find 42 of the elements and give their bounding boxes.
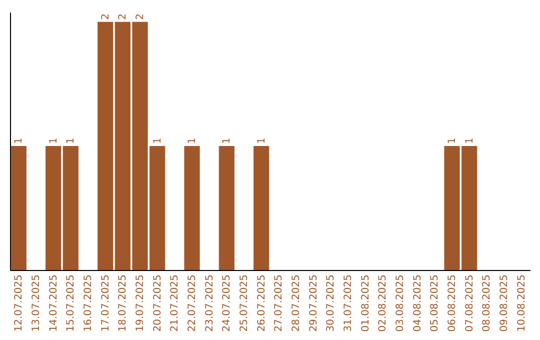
data-label: 1 xyxy=(152,138,164,144)
x-tick-label: 08.08.2025 xyxy=(482,274,493,332)
x-tick-label: 15.07.2025 xyxy=(66,274,77,332)
x-tick-label: 28.07.2025 xyxy=(291,274,302,332)
x-tick-label: 05.08.2025 xyxy=(430,274,441,332)
x-tick-label: 31.07.2025 xyxy=(343,274,354,332)
x-tick-label: 10.08.2025 xyxy=(516,274,528,332)
x-tick-label: 25.07.2025 xyxy=(239,274,250,332)
x-tick-label: 22.07.2025 xyxy=(187,274,198,332)
x-tick-label: 03.08.2025 xyxy=(395,274,406,332)
data-label: 1 xyxy=(256,138,268,144)
data-label: 1 xyxy=(14,138,25,144)
data-label: 1 xyxy=(66,138,77,144)
data-label: 1 xyxy=(187,138,198,144)
x-tick-label: 13.07.2025 xyxy=(31,274,42,332)
x-tick-label: 06.08.2025 xyxy=(447,274,458,332)
data-label: 1 xyxy=(464,138,476,144)
x-tick-label: 04.08.2025 xyxy=(412,274,424,332)
x-tick-label: 20.07.2025 xyxy=(152,274,164,332)
x-tick-label: 27.07.2025 xyxy=(274,274,285,332)
x-tick-label: 12.07.2025 xyxy=(14,274,25,332)
x-tick-label: 24.07.2025 xyxy=(222,274,233,332)
x-tick-label: 14.07.2025 xyxy=(48,274,60,332)
data-label: 2 xyxy=(118,14,129,20)
x-tick-label: 23.07.2025 xyxy=(204,274,216,332)
x-tick-label: 26.07.2025 xyxy=(256,274,268,332)
x-tick-label: 09.08.2025 xyxy=(499,274,510,332)
x-tick-label: 01.08.2025 xyxy=(360,274,372,332)
x-tick-label: 21.07.2025 xyxy=(170,274,181,332)
x-tick-label: 16.07.2025 xyxy=(83,274,94,332)
x-tick-label: 19.07.2025 xyxy=(135,274,146,332)
data-label: 2 xyxy=(135,14,146,20)
x-tick-label: 07.08.2025 xyxy=(464,274,476,332)
data-label: 2 xyxy=(100,14,112,20)
x-tick-label: 30.07.2025 xyxy=(326,274,337,332)
x-tick-label: 02.08.2025 xyxy=(378,274,389,332)
x-tick-label: 29.07.2025 xyxy=(308,274,320,332)
x-tick-label: 17.07.2025 xyxy=(100,274,112,332)
data-label: 1 xyxy=(447,138,458,144)
x-tick-label: 18.07.2025 xyxy=(118,274,129,332)
data-label: 1 xyxy=(48,138,60,144)
data-label: 1 xyxy=(222,138,233,144)
